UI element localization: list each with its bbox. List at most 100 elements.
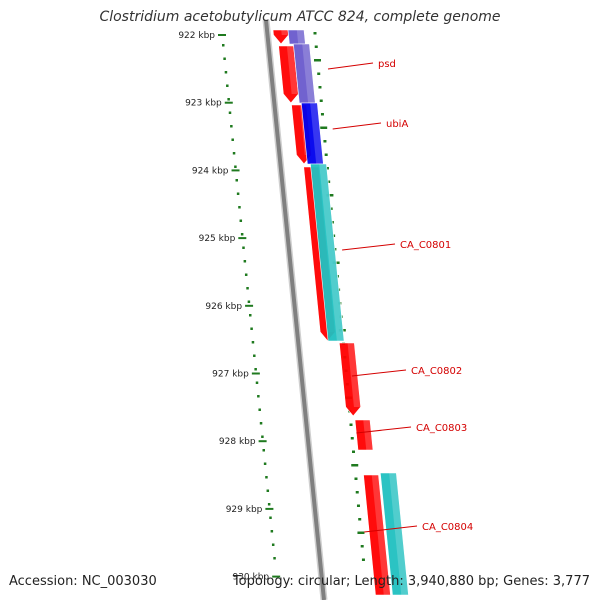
guide-tick — [351, 464, 359, 467]
gene-label: CA_C0802 — [411, 366, 462, 377]
minor-tick — [236, 192, 240, 195]
minor-tick — [257, 395, 260, 398]
label-leader — [351, 369, 407, 377]
cds-psd — [278, 45, 299, 104]
minor-tick — [227, 98, 230, 101]
kbp-label: 927 kbp — [212, 370, 249, 380]
minor-tick — [249, 314, 252, 317]
guide-tick — [327, 180, 331, 183]
cds-CA_C0804-shade — [371, 475, 391, 595]
minor-tick — [238, 206, 241, 209]
guide-tick — [325, 167, 329, 170]
guide-tick — [352, 450, 356, 453]
cds-psd-start-shade — [281, 30, 289, 35]
guide-tick — [326, 194, 334, 197]
gene-label: CA_C0801 — [400, 240, 451, 251]
guide-tick — [356, 504, 360, 507]
minor-tick — [265, 476, 268, 479]
label-leader — [356, 426, 412, 434]
kbp-label: 928 kbp — [219, 437, 256, 447]
minor-tick — [231, 138, 234, 141]
minor-tick — [228, 111, 232, 114]
kbp-label: 930 kbp — [232, 573, 269, 583]
feature-cyan-lower-shade — [389, 473, 409, 595]
guide-tick — [313, 32, 317, 35]
cds-CA_C0802 — [338, 342, 362, 417]
gene-label: CA_C0804 — [422, 522, 473, 533]
guide-tick — [350, 437, 354, 440]
minor-tick — [254, 368, 257, 371]
minor-tick — [255, 381, 259, 384]
kbp-label: 924 kbp — [192, 166, 229, 176]
feature-violet-top-shade — [296, 30, 306, 44]
cds-psd-start — [272, 29, 289, 45]
minor-tick — [226, 84, 229, 87]
map-title: Clostridium acetobutylicum ATCC 824, com… — [99, 9, 501, 25]
guide-tick — [320, 126, 328, 129]
gene-label: psd — [378, 59, 396, 70]
minor-tick — [246, 287, 249, 290]
cds-psd-shade — [286, 46, 299, 94]
label-leader — [327, 62, 374, 70]
feature-cyan-long — [310, 163, 345, 342]
kbp-label: 925 kbp — [199, 234, 236, 244]
minor-tick — [242, 246, 245, 249]
cds-CA_C0803 — [354, 419, 374, 451]
minor-tick — [258, 408, 261, 411]
minor-tick — [251, 341, 255, 344]
minor-tick — [250, 327, 253, 330]
guide-tick — [318, 86, 322, 89]
minor-tick — [266, 489, 270, 492]
cds-CA_C0803-shade — [363, 420, 373, 450]
minor-tick — [222, 44, 225, 47]
cds-CA_C0802-shade — [347, 343, 361, 407]
kbp-label: 926 kbp — [205, 302, 242, 312]
guide-tick — [323, 140, 327, 143]
minor-tick — [271, 543, 275, 546]
guide-tick — [360, 545, 364, 548]
kbp-label: 929 kbp — [226, 505, 263, 515]
minor-tick — [273, 557, 276, 560]
guide-tick — [320, 113, 324, 116]
minor-tick — [253, 354, 256, 357]
minor-tick — [230, 125, 233, 128]
minor-tick — [234, 165, 237, 168]
cds-CA_C0804 — [363, 474, 391, 596]
minor-tick — [223, 57, 226, 60]
minor-tick — [262, 449, 265, 452]
feature-violet-shade — [302, 44, 316, 103]
guide-tick — [349, 423, 353, 426]
feature-cyan-lower — [379, 472, 409, 596]
minor-tick — [261, 435, 264, 438]
minor-tick — [267, 503, 271, 506]
accession-label: Accession: NC_003030 — [9, 574, 157, 589]
gene-label: ubiA — [386, 119, 408, 130]
feature-cyan-long-shade — [319, 164, 345, 341]
minor-tick — [259, 422, 263, 425]
guide-tick — [319, 99, 323, 102]
minor-tick — [235, 179, 238, 182]
minor-tick — [239, 219, 243, 222]
guide-tick — [355, 491, 359, 494]
guide-tick — [314, 45, 318, 48]
minor-tick — [263, 462, 267, 465]
guide-tick — [324, 153, 328, 156]
guide-tick — [361, 558, 365, 561]
genome-summary: Topology: circular; Length: 3,940,880 bp… — [232, 574, 590, 589]
label-leader — [332, 122, 382, 130]
minor-tick — [224, 71, 228, 74]
label-leader — [364, 525, 418, 533]
label-leader — [342, 243, 396, 251]
minor-tick — [247, 300, 251, 303]
genome-backbone — [264, 19, 326, 600]
feature-blue-shade — [310, 103, 324, 164]
guide-tick — [358, 518, 362, 521]
minor-tick — [232, 152, 236, 155]
guide-tick — [354, 477, 358, 480]
minor-tick — [240, 233, 244, 236]
minor-tick — [269, 516, 272, 519]
minor-tick — [243, 260, 247, 263]
minor-tick — [244, 273, 248, 276]
kbp-label: 923 kbp — [185, 99, 222, 109]
